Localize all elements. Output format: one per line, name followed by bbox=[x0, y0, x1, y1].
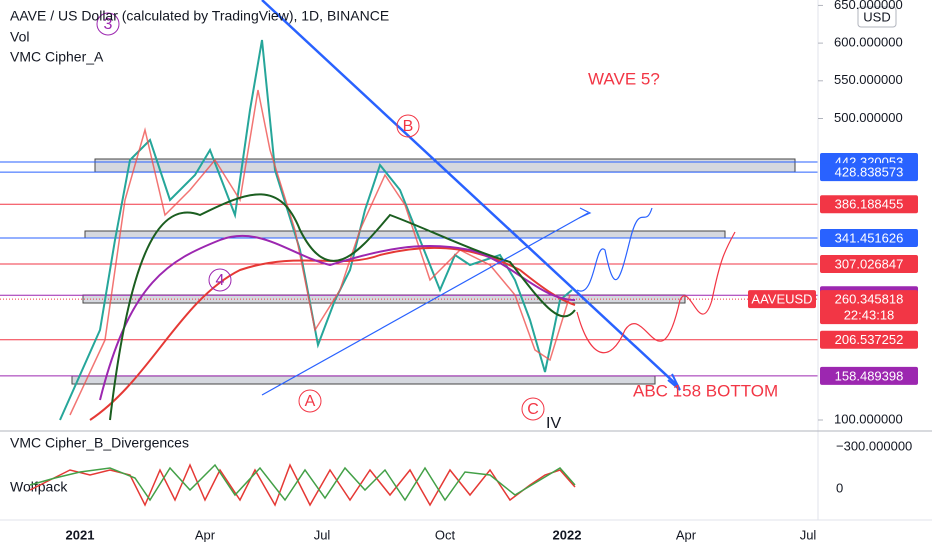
time-label: 2021 bbox=[66, 527, 95, 542]
time-label: Oct bbox=[435, 527, 456, 542]
lower-tick: 0 bbox=[836, 480, 843, 495]
indicator-label: VMC Cipher_B_Divergences bbox=[10, 435, 189, 451]
arrow-head bbox=[578, 207, 592, 219]
ma-purple bbox=[99, 234, 576, 401]
time-label: Jul bbox=[800, 527, 817, 542]
level-tag bbox=[820, 195, 918, 214]
arrow-head bbox=[667, 373, 681, 391]
projection-red bbox=[576, 231, 736, 354]
symbol: AAVEUSD bbox=[751, 292, 812, 307]
level-tag bbox=[820, 163, 918, 182]
level-tag bbox=[820, 254, 918, 273]
time-label: 2022 bbox=[553, 527, 582, 542]
oscillator bbox=[29, 463, 576, 507]
price-sketch-2 bbox=[69, 89, 571, 416]
wave-point: B bbox=[403, 118, 414, 135]
countdown: 22:43:18 bbox=[844, 308, 895, 323]
currency-box[interactable] bbox=[857, 6, 897, 28]
zone bbox=[71, 375, 656, 385]
currency: USD bbox=[863, 9, 890, 24]
level-price: 206.537252 bbox=[835, 332, 904, 347]
level-price: 341.451626 bbox=[835, 230, 904, 245]
last-price-tag bbox=[820, 290, 918, 325]
level-tag bbox=[820, 330, 918, 349]
point-ring bbox=[96, 12, 120, 36]
point-ring bbox=[521, 397, 545, 421]
wave-point: A bbox=[305, 393, 316, 410]
wave-points: 3 4 B A C bbox=[96, 12, 545, 421]
level-price: 386.188455 bbox=[835, 197, 904, 212]
price-tick-label: 600.000000 bbox=[834, 35, 903, 50]
oscillator-2 bbox=[29, 463, 576, 502]
level-tag bbox=[820, 228, 918, 247]
wave-label: WAVE 5? bbox=[588, 69, 660, 88]
point-ring bbox=[396, 114, 420, 138]
indicator-label: Vol bbox=[10, 29, 29, 45]
bottom-label: ABC 158 BOTTOM bbox=[633, 381, 778, 400]
time-label: Apr bbox=[195, 527, 216, 542]
levels bbox=[0, 161, 818, 377]
time-axis: 2021 Apr Jul Oct 2022 Apr Jul bbox=[66, 527, 817, 542]
indicator-label: VMC Cipher_A bbox=[10, 49, 104, 65]
time-label: Apr bbox=[676, 527, 697, 542]
lower-tick: −300.000000 bbox=[836, 438, 912, 453]
wave-point: 3 bbox=[104, 16, 113, 33]
level-price: 307.026847 bbox=[835, 256, 904, 271]
wave-point: C bbox=[527, 401, 539, 418]
point-ring bbox=[298, 389, 322, 413]
zone bbox=[84, 230, 726, 239]
trend-line bbox=[261, 0, 679, 387]
chart-title: AAVE / US Dollar (calculated by TradingV… bbox=[10, 8, 389, 24]
ma-red bbox=[89, 246, 576, 421]
wave-point: 4 bbox=[216, 272, 225, 289]
time-label: Jul bbox=[314, 527, 331, 542]
support-line bbox=[261, 212, 589, 396]
level-price: 158.489398 bbox=[835, 368, 904, 383]
projection-blue bbox=[576, 207, 653, 292]
degree-label: IV bbox=[546, 415, 561, 432]
price-tick-label: 100.000000 bbox=[834, 411, 903, 426]
price-tick-label: 650.000000 bbox=[834, 0, 903, 12]
price-tick-label: 550.000000 bbox=[834, 72, 903, 87]
point-ring bbox=[208, 268, 232, 292]
level-tag bbox=[820, 366, 918, 385]
symbol-tag bbox=[748, 290, 816, 309]
price-tick-label: 500.000000 bbox=[834, 110, 903, 125]
last-price: 260.345818 bbox=[835, 292, 904, 307]
ma-dark bbox=[109, 193, 576, 421]
indicator-label: Wolfpack bbox=[10, 479, 68, 495]
level-price: 428.838573 bbox=[835, 165, 904, 180]
